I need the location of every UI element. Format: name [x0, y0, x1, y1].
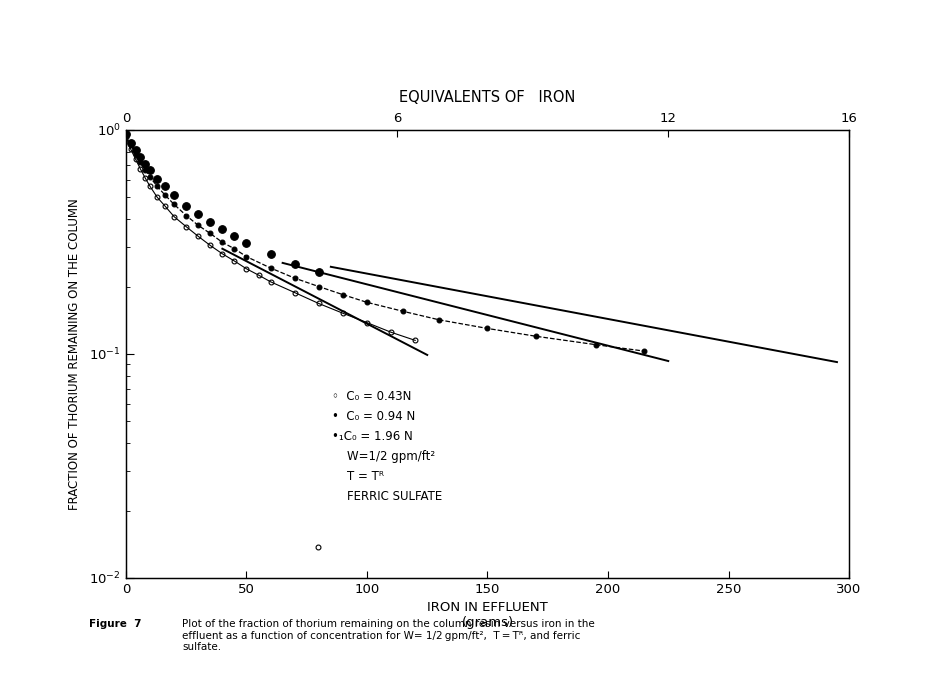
X-axis label: EQUIVALENTS OF   IRON: EQUIVALENTS OF IRON [399, 90, 576, 105]
Y-axis label: FRACTION OF THORIUM REMAINING ON THE COLUMN: FRACTION OF THORIUM REMAINING ON THE COL… [68, 198, 81, 510]
Text: Plot of the fraction of thorium remaining on the column resin versus iron in the: Plot of the fraction of thorium remainin… [182, 619, 594, 653]
Text: Figure  7: Figure 7 [89, 619, 141, 629]
Text: ◦  C₀ = 0.43N
•  C₀ = 0.94 N
•₁C₀ = 1.96 N
    W=1/2 gpm/ft²
    T = Tᴿ
    FERR: ◦ C₀ = 0.43N • C₀ = 0.94 N •₁C₀ = 1.96 N… [332, 390, 442, 503]
X-axis label: IRON IN EFFLUENT
(grams): IRON IN EFFLUENT (grams) [427, 601, 548, 629]
